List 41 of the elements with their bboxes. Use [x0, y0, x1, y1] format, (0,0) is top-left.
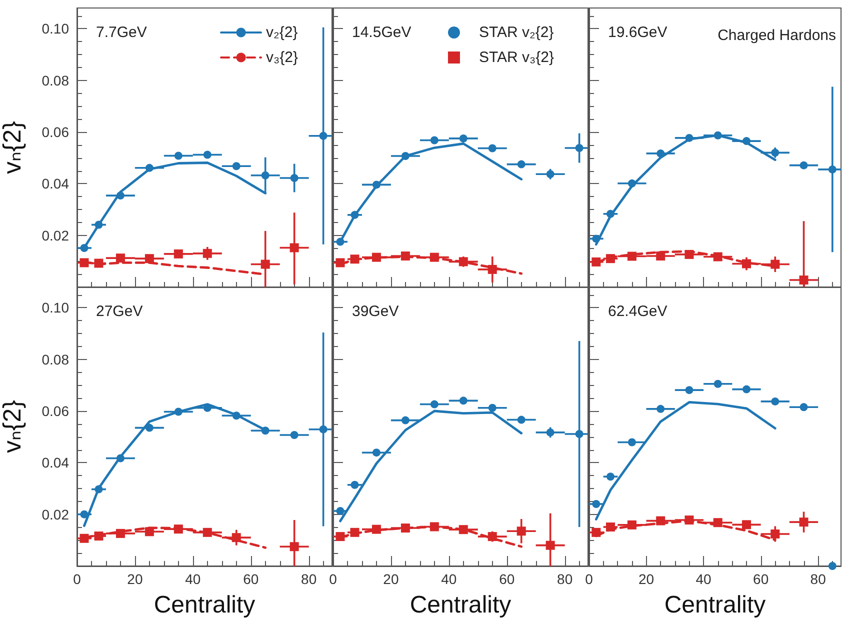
y-tick-label: 0.02 [42, 506, 70, 522]
x-tick-label: 20 [638, 571, 654, 587]
x-tick-label: 60 [243, 571, 259, 587]
x-tick-label: 40 [185, 571, 201, 587]
legend-label: v₃{2} [266, 49, 298, 66]
y-axis-title: vₙ{2} [0, 400, 26, 454]
text: 19.6GeV [608, 24, 668, 41]
legend-label: STAR v₃{2} [478, 49, 554, 66]
x-tick-label: 40 [696, 571, 712, 587]
text: 62.4GeV [608, 303, 668, 320]
text: 27GeV [96, 303, 143, 320]
annotation: Charged Hardons [718, 27, 836, 44]
legend-label: v₂{2} [266, 24, 298, 41]
y-tick-label: 0.04 [42, 454, 70, 471]
x-tick-label: 80 [557, 571, 573, 587]
y-axis-title: vₙ{2} [0, 120, 26, 174]
y-tick-label: 0.10 [42, 300, 70, 316]
x-axis-title: Centrality [664, 592, 766, 618]
y-tick-label: 0.08 [42, 351, 70, 368]
legend-label: STAR v₂{2} [478, 24, 554, 41]
y-tick-label: 0.10 [42, 20, 70, 37]
x-tick-label: 80 [810, 571, 826, 587]
x-tick-label: 60 [753, 571, 769, 587]
x-tick-label: 0 [585, 571, 594, 587]
y-tick-label: 0.08 [42, 72, 70, 88]
x-tick-label: 40 [441, 571, 457, 587]
y-tick-label: 0.04 [42, 176, 70, 192]
y-tick-label: 0.06 [42, 124, 70, 140]
y-tick-label: 0.06 [42, 403, 70, 419]
x-tick-label: 20 [383, 571, 399, 587]
x-axis-title: Centrality [154, 592, 256, 618]
text: 7.7GeV [96, 24, 147, 41]
x-tick-label: 80 [301, 571, 317, 587]
x-axis-title: Centrality [410, 592, 512, 618]
x-tick-label: 0 [329, 571, 338, 587]
x-tick-label: 60 [499, 571, 515, 587]
text: 39GeV [352, 303, 399, 320]
x-tick-label: 20 [127, 571, 143, 587]
text: 14.5GeV [352, 24, 412, 41]
y-tick-label: 0.02 [42, 227, 70, 244]
x-tick-label: 0 [73, 571, 82, 587]
